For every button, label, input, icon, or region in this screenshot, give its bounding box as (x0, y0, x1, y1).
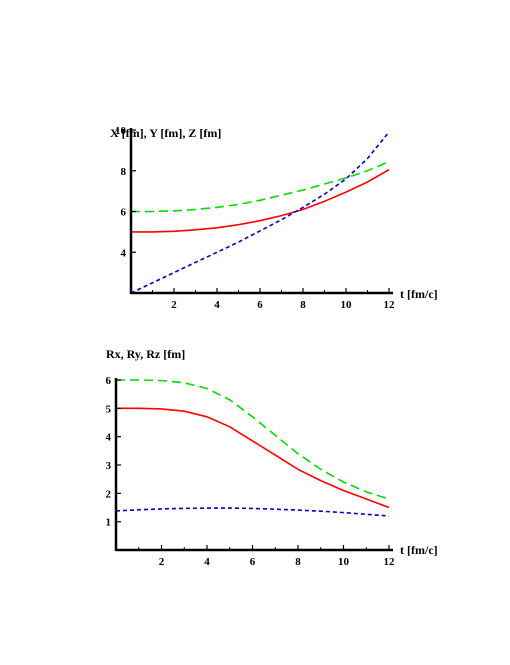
position-chart-y-tick-label: 4 (121, 247, 127, 259)
position-chart-x-tick-label: 12 (384, 299, 396, 311)
position-chart-plot: 2 4 6 8 10 12 4 6 8 10 (115, 125, 395, 311)
radius-chart-y-tick-label: 6 (106, 375, 112, 387)
position-chart-x-tick-label: 2 (171, 299, 177, 311)
position-chart-y-tick-label: 8 (121, 166, 127, 178)
position-chart-x-tick-label: 6 (257, 299, 263, 311)
radius-chart-ylabel: Rx, Ry, Rz [fm] (106, 347, 185, 361)
position-chart-y-tick-label: 10 (115, 125, 127, 137)
position-chart-x-tick-label: 8 (300, 299, 306, 311)
position-chart-series-1 (131, 160, 390, 213)
radius-chart-x-tick-label: 2 (159, 556, 165, 568)
radius-chart-y-tick-label: 4 (106, 432, 112, 444)
radius-chart-series-2 (115, 507, 390, 517)
position-chart-x-tick-label: 4 (214, 299, 220, 311)
radius-chart-xlabel: t [fm/c] (400, 543, 438, 557)
radius-chart-y-tick-label: 5 (106, 403, 112, 415)
radius-chart-x-tick-label: 8 (295, 556, 301, 568)
position-chart-xlabel: t [fm/c] (400, 287, 438, 301)
position-chart-series-0 (131, 169, 390, 233)
position-chart-y-tick-label: 6 (121, 207, 127, 219)
radius-chart-y-tick-label: 2 (106, 488, 112, 500)
radius-chart-x-tick-label: 6 (250, 556, 256, 568)
radius-chart-series-0 (116, 407, 390, 509)
position-chart: X [fm], Y [fm], Z [fm] t [fm/c] 2 4 6 8 10 12… (110, 125, 438, 311)
radius-chart-y-tick-label: 1 (106, 517, 112, 529)
radius-chart-x-tick-label: 10 (338, 556, 350, 568)
radius-chart-y-tick-label: 3 (106, 460, 112, 472)
radius-chart-x-tick-label: 12 (384, 556, 396, 568)
radius-chart-series-1 (116, 379, 390, 500)
position-chart-series-2 (130, 131, 390, 294)
radius-chart-x-tick-label: 4 (204, 556, 210, 568)
position-chart-x-tick-label: 10 (341, 299, 353, 311)
position-chart-ylabel: X [fm], Y [fm], Z [fm] (110, 126, 221, 140)
